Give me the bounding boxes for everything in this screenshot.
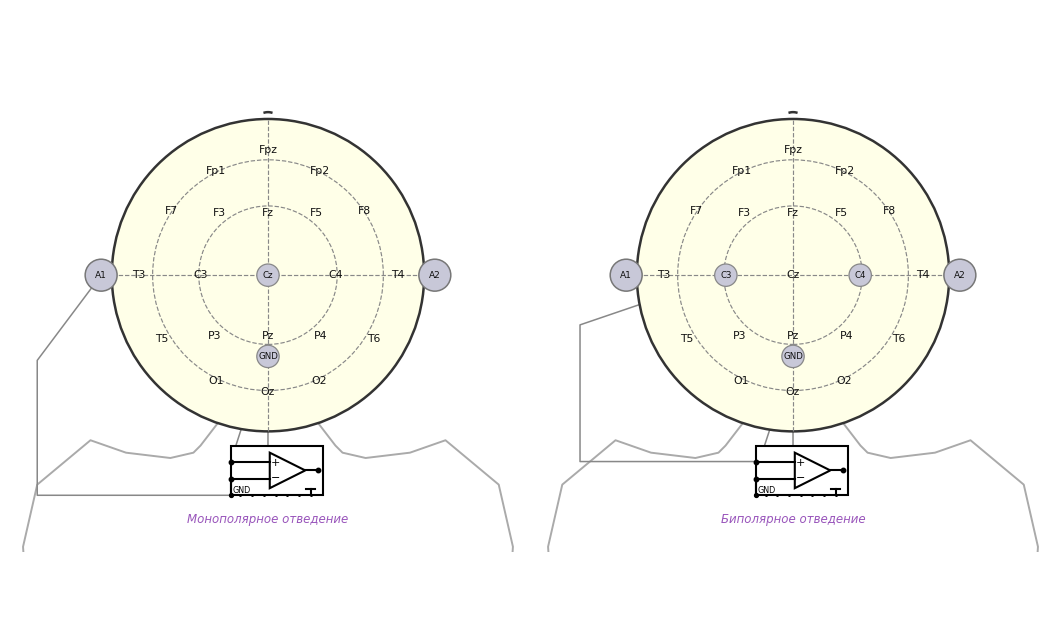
Text: P3: P3: [733, 331, 747, 341]
Text: T3: T3: [657, 270, 671, 280]
Text: T6: T6: [892, 334, 906, 344]
Text: O2: O2: [837, 377, 852, 386]
Text: +: +: [271, 458, 280, 468]
Text: Fp1: Fp1: [207, 166, 226, 176]
Text: Fp1: Fp1: [731, 166, 751, 176]
Circle shape: [111, 119, 424, 432]
Text: Биполярное отведение: Биполярное отведение: [720, 513, 866, 526]
Text: Oz: Oz: [786, 387, 800, 398]
Text: A1: A1: [621, 270, 632, 280]
Text: +: +: [796, 458, 805, 468]
Text: Монополярное отведение: Монополярное отведение: [188, 513, 349, 526]
Text: C3: C3: [720, 270, 732, 280]
Text: T6: T6: [367, 334, 381, 344]
Text: A2: A2: [429, 270, 440, 280]
Text: Fpz: Fpz: [783, 145, 802, 155]
Ellipse shape: [422, 261, 440, 289]
Text: F3: F3: [738, 208, 751, 217]
Text: Pz: Pz: [262, 331, 274, 341]
Polygon shape: [795, 453, 831, 488]
Text: T4: T4: [390, 270, 404, 280]
Text: P3: P3: [208, 331, 222, 341]
Polygon shape: [269, 453, 306, 488]
Text: A1: A1: [95, 270, 107, 280]
Text: P4: P4: [839, 331, 853, 341]
Text: O1: O1: [734, 377, 749, 386]
Text: GND: GND: [758, 486, 776, 495]
Text: O1: O1: [209, 377, 224, 386]
Ellipse shape: [947, 261, 966, 289]
Text: F5: F5: [835, 208, 848, 217]
Text: Fpz: Fpz: [259, 145, 278, 155]
Text: F8: F8: [884, 206, 897, 216]
Text: T5: T5: [680, 334, 694, 344]
Text: T4: T4: [916, 270, 929, 280]
Circle shape: [782, 345, 804, 368]
Text: T3: T3: [132, 270, 145, 280]
Text: Cz: Cz: [263, 270, 274, 280]
Text: Fz: Fz: [787, 208, 799, 217]
Text: Oz: Oz: [261, 387, 275, 398]
Circle shape: [257, 345, 279, 368]
Text: GND: GND: [232, 486, 250, 495]
Text: F5: F5: [310, 208, 323, 217]
Text: C3: C3: [193, 270, 208, 280]
Circle shape: [637, 119, 950, 432]
Circle shape: [257, 264, 279, 286]
Text: P4: P4: [314, 331, 328, 341]
Circle shape: [849, 264, 871, 286]
Ellipse shape: [95, 261, 114, 289]
Text: C4: C4: [854, 270, 866, 280]
Bar: [230, 446, 323, 495]
Text: O2: O2: [312, 377, 327, 386]
Circle shape: [944, 259, 976, 291]
Text: F3: F3: [213, 208, 226, 217]
Text: A2: A2: [954, 270, 966, 280]
Ellipse shape: [621, 261, 639, 289]
Text: −: −: [796, 473, 805, 483]
Text: F8: F8: [359, 206, 371, 216]
Circle shape: [610, 259, 642, 291]
Circle shape: [85, 259, 117, 291]
Text: −: −: [271, 473, 280, 483]
Text: F7: F7: [164, 206, 177, 216]
Text: Fp2: Fp2: [310, 166, 330, 176]
Text: F7: F7: [690, 206, 702, 216]
Text: Fp2: Fp2: [835, 166, 854, 176]
Text: GND: GND: [783, 352, 803, 361]
Text: Cz: Cz: [786, 270, 800, 280]
Text: GND: GND: [258, 352, 278, 361]
Text: C4: C4: [328, 270, 343, 280]
Text: T5: T5: [155, 334, 169, 344]
Text: Pz: Pz: [787, 331, 799, 341]
Circle shape: [419, 259, 451, 291]
Bar: [755, 446, 848, 495]
Text: Fz: Fz: [262, 208, 274, 217]
Circle shape: [715, 264, 737, 286]
